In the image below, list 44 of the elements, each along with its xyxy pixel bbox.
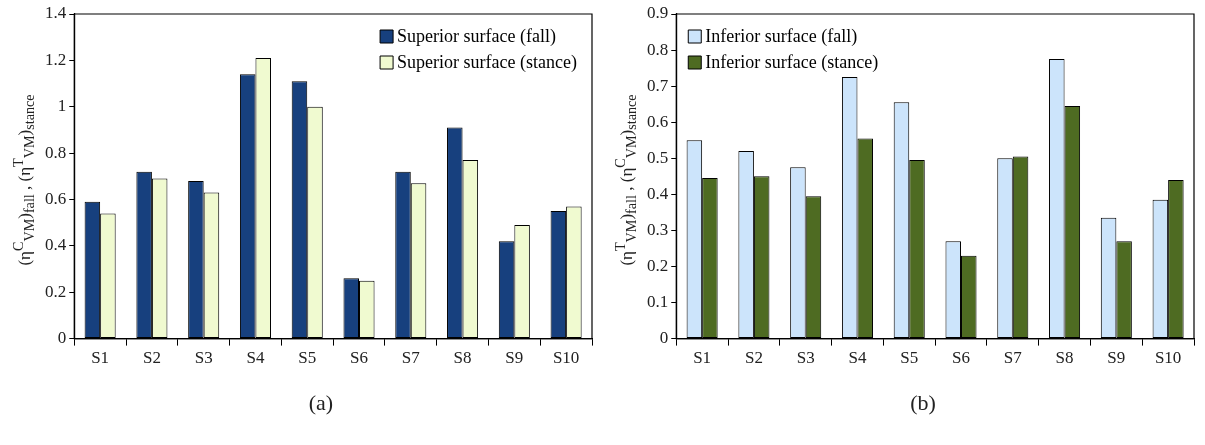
legend-label: Inferior surface (fall) xyxy=(705,25,858,47)
x-tick-label: S4 xyxy=(848,348,867,368)
y-tick-label: 0.2 xyxy=(647,255,669,275)
x-tick-label: S5 xyxy=(298,348,317,368)
text: (b) xyxy=(909,390,937,416)
y-tick-label: 0.9 xyxy=(647,3,669,23)
y-tick-label: 1.4 xyxy=(45,3,67,23)
x-tick-label: S10 xyxy=(1154,348,1182,368)
y-tick-label: 0.3 xyxy=(647,219,669,239)
x-tick-label: S3 xyxy=(796,348,815,368)
y-tick-label: 0.4 xyxy=(647,183,669,203)
y-tick-label: 0.7 xyxy=(647,75,669,95)
x-tick-label: S10 xyxy=(552,348,580,368)
legend-label: Inferior surface (stance) xyxy=(705,51,879,73)
x-tick-label: S9 xyxy=(505,348,524,368)
x-tick-label: S2 xyxy=(142,348,161,368)
legend-label: Superior surface (stance) xyxy=(397,51,578,73)
y-tick-label: 0.8 xyxy=(45,142,67,162)
y-tick-label: 0.6 xyxy=(647,111,669,131)
y-tick-label: 1.2 xyxy=(45,49,67,69)
x-tick-label: S9 xyxy=(1107,348,1126,368)
x-tick-label: S1 xyxy=(693,348,712,368)
x-tick-label: S2 xyxy=(744,348,763,368)
x-tick-label: S7 xyxy=(401,348,421,368)
x-tick-label: S5 xyxy=(900,348,919,368)
x-tick-label: S7 xyxy=(1003,348,1023,368)
text: (a) xyxy=(307,390,335,416)
x-tick-label: S4 xyxy=(246,348,265,368)
x-tick-label: S3 xyxy=(194,348,213,368)
x-tick-label: S1 xyxy=(91,348,110,368)
y-tick-label: 0 xyxy=(57,328,67,348)
y-tick-label: 0.1 xyxy=(647,292,669,311)
x-tick-label: S8 xyxy=(1055,348,1074,368)
y-tick-label: 1 xyxy=(57,96,67,116)
y-tick-label: 0.5 xyxy=(647,147,669,167)
y-tick-label: 0.8 xyxy=(647,39,669,59)
legend-label: Superior surface (fall) xyxy=(397,25,557,47)
y-tick-label: 0.6 xyxy=(45,188,67,208)
y-tick-label: 0 xyxy=(659,328,669,348)
x-tick-label: S8 xyxy=(453,348,472,368)
x-tick-label: S6 xyxy=(350,348,368,368)
x-tick-label: S6 xyxy=(952,348,970,368)
y-tick-label: 0.2 xyxy=(45,281,67,301)
y-tick-label: 0.4 xyxy=(45,235,67,255)
